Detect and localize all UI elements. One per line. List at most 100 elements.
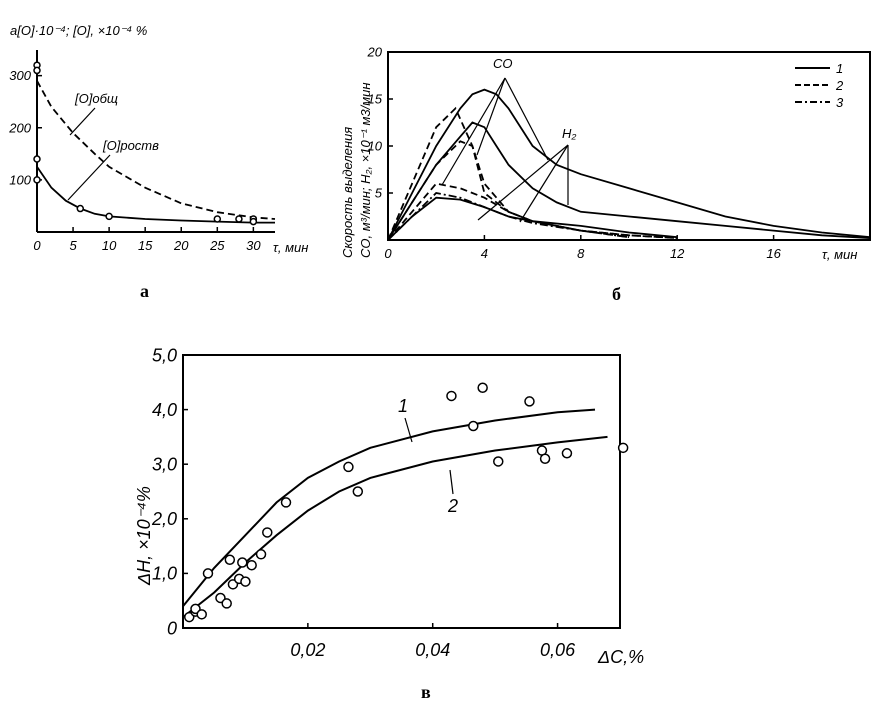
chart-a-x-tick-label: 30 [246,238,261,253]
chart-c-leader-2 [449,469,454,495]
chart-b-frame [387,51,871,241]
chart-c-x-tick-label: 0,06 [540,640,576,660]
chart-c-series-label-1: 1 [398,396,408,416]
chart-a-markers [33,61,258,226]
chart-a-data-point [33,66,41,75]
chart-b-y-tick-label: 10 [368,139,383,154]
chart-b-x-tick-label: 16 [766,246,781,261]
chart-c-data-point [280,497,292,508]
chart-a-data-point [213,215,222,223]
chart-b-series-line-1 [387,121,871,241]
chart-b-y-tick-label: 5 [375,186,383,201]
chart-b-x-tick-label: 4 [481,246,488,261]
chart-b-series-line-0 [387,88,871,241]
chart-c-series [182,408,608,618]
chart-c-x-tick-label: 0,02 [290,640,325,660]
chart-b-annotation-co: CO [493,56,513,71]
chart-c-data-point [221,598,232,609]
chart-c-data-point [224,554,236,565]
chart-a: 0 5 10 15 20 25 30 100 200 300 a[O]·10⁻⁴; [O], ×1… [8,23,308,301]
chart-b-annotation-h2: H₂ [562,126,576,141]
chart-c-data-point [524,396,535,407]
chart-c-axes [182,354,621,629]
chart-b-x-axis-label: τ, мин [822,247,857,262]
chart-b-annotation-leaders [441,77,569,223]
chart-b-y-tick-label: 20 [367,45,383,60]
chart-a-series-label-oobsh: [O]общ [74,91,118,106]
chart-c-data-point [468,420,479,432]
chart-a-data-point [33,155,41,163]
chart-b-series-line-4 [387,196,678,241]
chart-b-series-line-2 [387,106,678,241]
chart-a-x-tick-label: 5 [69,238,77,253]
chart-a-series-label-orost: [O]роств [102,138,159,153]
chart-b-legend: 1 2 3 [795,61,844,110]
chart-b-x-tick-label: 8 [577,246,585,261]
chart-c-y-tick-label: 0 [167,618,177,638]
chart-a-x-tick-label: 0 [33,238,41,253]
chart-a-leader-oobsh [69,107,96,136]
chart-c-data-point [255,549,267,560]
chart-a-data-point [76,204,85,213]
chart-b-x-tick-label: 12 [670,246,685,261]
chart-c-data-point [202,568,214,579]
chart-a-x-tick-label: 25 [209,238,225,253]
chart-b-y-axis-label-line2: CO, м³/мин; H₂, ×10⁻¹ м3/мин [358,82,373,258]
chart-c-data-point [477,382,488,394]
chart-a-data-point [235,215,243,223]
chart-b-series-line-5 [387,182,630,241]
chart-c-data-point [240,576,251,587]
chart-b-y-tick-label: 15 [368,92,383,107]
chart-a-panel-label: а [140,281,149,301]
chart-c-data-point [539,453,551,464]
chart-b-y-axis-label-line1: Скорость выделения [340,127,355,258]
chart-b-legend-entry-3: 3 [836,95,844,110]
chart-c-y-tick-label: 3,0 [152,455,177,475]
chart-c-tick-labels: 0,02 0,04 0,06 0 1,0 2,0 3,0 4,0 5,0 [151,345,576,660]
chart-c-y-axis-label: ΔH, ×10⁻⁴% [134,486,154,586]
chart-c-y-tick-label: 5,0 [152,345,177,365]
chart-c-data-point [237,557,248,568]
chart-c-x-tick-label: 0,04 [415,640,450,660]
chart-a-data-point [33,176,41,184]
chart-c-x-axis-label: ΔC,% [597,647,644,667]
chart-a-data-point [105,212,113,221]
chart-c-data-point [617,442,629,454]
chart-b-legend-entry-1: 1 [836,61,843,76]
chart-b-legend-entry-2: 2 [835,78,844,93]
chart-c-data-point [262,527,273,538]
chart-c-data-point [352,486,364,497]
chart-c-leader-1 [404,417,413,443]
chart-a-x-tick-label: 15 [138,238,153,253]
chart-b-axes [387,51,871,241]
chart-c-points [183,382,629,623]
chart-c-data-point [343,461,354,473]
chart-c-data-point [196,609,207,620]
chart-c-data-point [493,456,504,467]
chart-c-y-tick-label: 2,0 [151,509,177,529]
chart-a-x-tick-label: 10 [102,238,117,253]
chart-a-y-axis-label: a[O]·10⁻⁴; [O], ×10⁻⁴ % [10,23,147,38]
chart-c-data-point [561,448,573,459]
chart-b-panel-label: б [612,284,621,304]
chart-c-panel-label: в [421,682,431,702]
chart-a-x-tick-label: 20 [173,238,189,253]
chart-c-y-tick-label: 1,0 [152,564,177,584]
chart-c-series-line-0 [182,408,596,607]
chart-a-axes [36,50,275,233]
chart-b-x-tick-label: 0 [384,246,392,261]
chart-c-series-line-1 [182,435,608,618]
chart-c-frame [182,354,621,629]
chart-a-tick-labels: 0 5 10 15 20 25 30 100 200 300 [8,68,261,253]
chart-c-y-tick-label: 4,0 [152,400,177,420]
chart-b-series [387,88,871,241]
chart-a-series-line-0 [36,80,276,220]
chart-a-y-tick-label: 200 [8,120,31,135]
chart-c-data-point [446,390,457,402]
chart-a-x-axis-label: τ, мин [273,240,308,255]
chart-c-series-label-2: 2 [447,496,458,516]
chart-a-leader-orost [67,154,111,201]
